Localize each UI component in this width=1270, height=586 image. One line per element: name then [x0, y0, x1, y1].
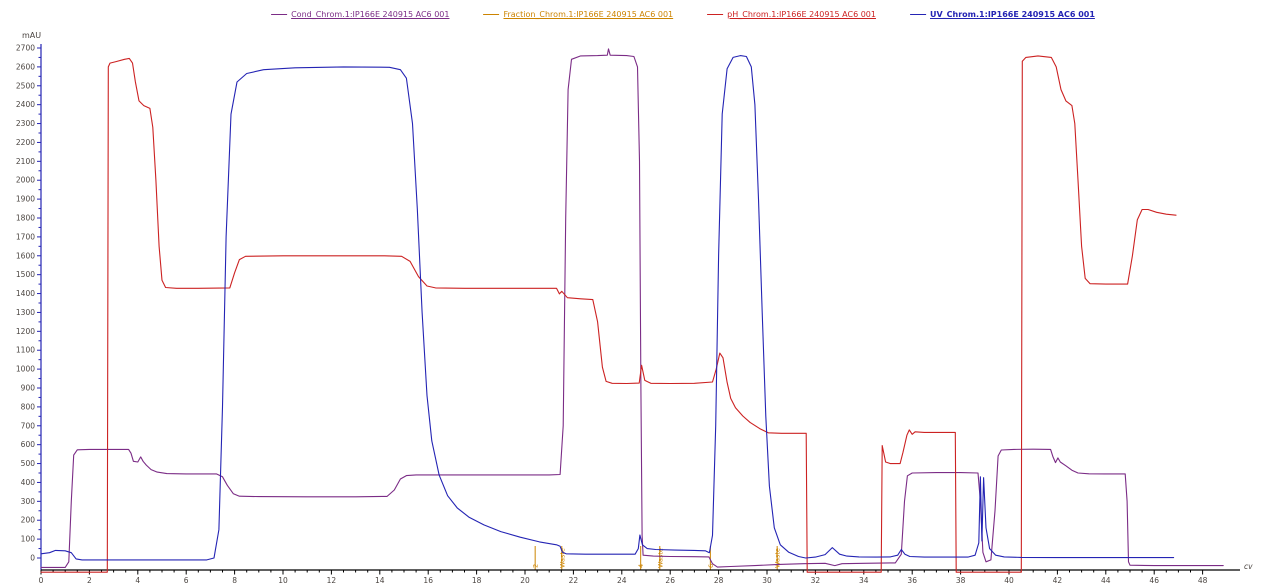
y-tick-label: 1100	[16, 346, 35, 355]
x-tick-label: 10	[278, 576, 288, 585]
fraction-marker-label: Waste	[558, 548, 566, 568]
uv-curve	[40, 55, 1175, 561]
y-tick-label: 2300	[16, 119, 35, 128]
legend-item-uv[interactable]: UV_Chrom.1:IP166E 240915 AC6 001	[909, 10, 1095, 19]
x-tick-label: 26	[665, 576, 675, 585]
x-tick-label: 20	[520, 576, 530, 585]
ph-curve	[40, 55, 1177, 573]
y-tick-label: 600	[21, 440, 36, 449]
y-tick-label: 2500	[16, 81, 35, 90]
x-tick-label: 16	[423, 576, 433, 585]
x-tick-label: 8	[232, 576, 237, 585]
x-tick-label: 18	[472, 576, 482, 585]
y-tick-label: 700	[21, 421, 36, 430]
y-tick-label: 800	[21, 402, 36, 411]
legend-dash-cond	[271, 14, 288, 15]
legend-label-fraction: Fraction_Chrom.1:IP166E 240915 AC6 001	[503, 10, 674, 19]
x-tick-label: 30	[762, 576, 772, 585]
y-tick-label: 1500	[16, 270, 35, 279]
y-tick-label: 900	[21, 384, 36, 393]
y-tick-label: 2100	[16, 157, 35, 166]
x-tick-label: 36	[907, 576, 917, 585]
legend-item-fraction[interactable]: Fraction_Chrom.1:IP166E 240915 AC6 001	[483, 10, 673, 19]
x-tick-label: 48	[1198, 576, 1208, 585]
legend-item-cond[interactable]: Cond_Chrom.1:IP166E 240915 AC6 001	[271, 10, 449, 19]
x-tick-label: 44	[1101, 576, 1111, 585]
x-tick-label: 12	[327, 576, 337, 585]
legend-dash-ph	[707, 14, 724, 15]
y-tick-label: 300	[21, 497, 36, 506]
fraction-marker-label: Waste	[774, 548, 782, 568]
legend-item-ph[interactable]: pH_Chrom.1:IP166E 240915 AC6 001	[707, 10, 876, 19]
cond-curve	[40, 48, 1224, 568]
x-tick-label: 46	[1149, 576, 1159, 585]
x-tick-label: 22	[569, 576, 579, 585]
legend-dash-uv	[909, 14, 926, 15]
fraction-marker-label: 2	[532, 564, 540, 568]
x-tick-label: 14	[375, 576, 385, 585]
y-tick-label: 1200	[16, 327, 35, 336]
y-tick-label: 2200	[16, 138, 35, 147]
legend-dash-fraction	[483, 14, 500, 15]
x-tick-label: 6	[184, 576, 189, 585]
y-tick-label: 1600	[16, 251, 35, 260]
x-tick-label: 42	[1053, 576, 1063, 585]
y-tick-label: 2600	[16, 62, 35, 71]
y-tick-label: 1000	[16, 365, 35, 374]
y-tick-label: 2000	[16, 176, 35, 185]
x-tick-label: 28	[714, 576, 724, 585]
y-tick-label: 1900	[16, 195, 35, 204]
x-tick-label: 40	[1004, 576, 1014, 585]
x-tick-label: 32	[811, 576, 821, 585]
fraction-marker-label: 4	[637, 564, 645, 568]
y-tick-label: 1400	[16, 289, 35, 298]
y-tick-label: 200	[21, 516, 36, 525]
x-axis-unit-label: cv	[1244, 562, 1253, 571]
x-tick-label: 24	[617, 576, 627, 585]
y-axis-unit-label: mAU	[22, 31, 42, 40]
y-tick-label: 2700	[16, 44, 35, 53]
legend-label-ph: pH_Chrom.1:IP166E 240915 AC6 001	[727, 10, 876, 19]
legend-label-cond: Cond_Chrom.1:IP166E 240915 AC6 001	[291, 10, 450, 19]
y-tick-label: 0	[30, 554, 35, 563]
legend: Cond_Chrom.1:IP166E 240915 AC6 001 Fracti…	[271, 10, 1095, 19]
y-tick-label: 1800	[16, 214, 35, 223]
y-tick-label: 1700	[16, 232, 35, 241]
legend-label-uv: UV_Chrom.1:IP166E 240915 AC6 001	[929, 10, 1095, 19]
x-tick-label: 2	[87, 576, 92, 585]
y-tick-label: 100	[21, 535, 36, 544]
x-tick-label: 38	[956, 576, 966, 585]
y-tick-label: 2400	[16, 100, 35, 109]
y-tick-label: 400	[21, 478, 36, 487]
x-tick-label: 34	[859, 576, 869, 585]
x-tick-label: 4	[135, 576, 140, 585]
y-tick-label: 1300	[16, 308, 35, 317]
fraction-marker-label: Waste	[656, 548, 664, 568]
fraction-marker-label: 6	[707, 564, 715, 568]
x-tick-label: 0	[39, 576, 44, 585]
y-tick-label: 500	[21, 459, 36, 468]
